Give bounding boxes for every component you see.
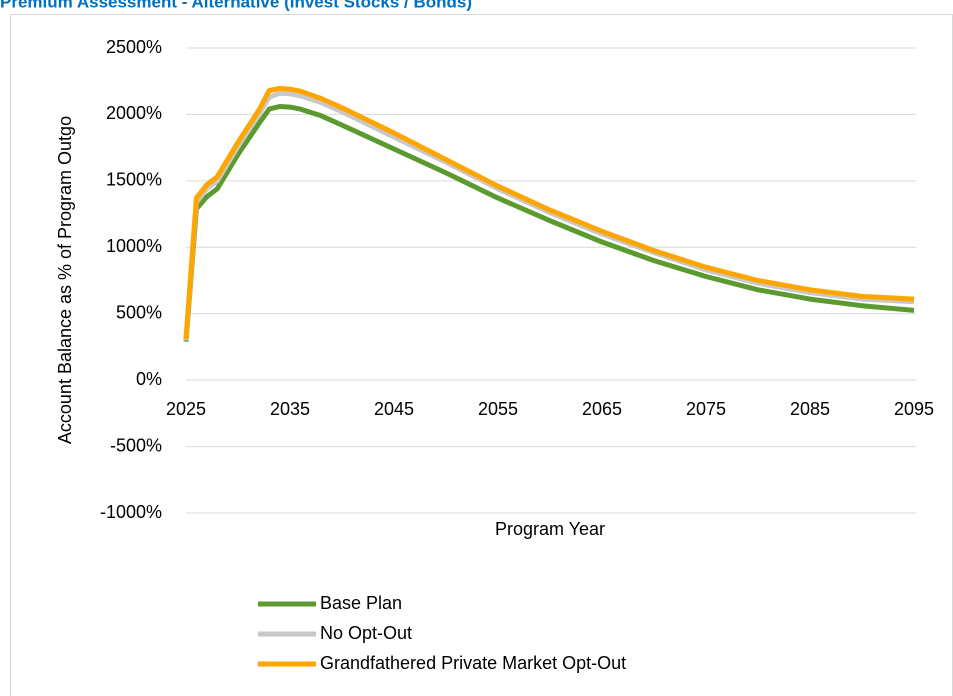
y-tick-label: 2500% [106, 37, 162, 57]
x-tick-label: 2065 [582, 399, 622, 419]
chart-title: Premium Assessment - Alternative (Invest… [0, 0, 472, 11]
legend-label: No Opt-Out [320, 623, 412, 643]
x-tick-label: 2055 [478, 399, 518, 419]
y-axis-label: Account Balance as % of Program Outgo [55, 116, 75, 444]
series-line [183, 104, 915, 342]
x-tick-label: 2075 [686, 399, 726, 419]
y-tick-label: -500% [110, 435, 162, 455]
series-line [183, 86, 915, 340]
chart-frame [10, 14, 953, 696]
x-tick-label: 2085 [790, 399, 830, 419]
y-tick-label: 1500% [106, 170, 162, 190]
legend-label: Base Plan [320, 593, 402, 613]
y-tick-label: 0% [136, 369, 162, 389]
x-tick-label: 2035 [270, 399, 310, 419]
legend-label: Grandfathered Private Market Opt-Out [320, 653, 626, 673]
x-tick-label: 2045 [374, 399, 414, 419]
x-tick-label: 2025 [166, 399, 206, 419]
y-tick-label: 500% [116, 302, 162, 322]
x-tick-label: 2095 [894, 399, 934, 419]
y-tick-label: 1000% [106, 236, 162, 256]
x-axis-label: Program Year [495, 519, 605, 539]
y-tick-label: -1000% [100, 502, 162, 522]
y-tick-label: 2000% [106, 103, 162, 123]
